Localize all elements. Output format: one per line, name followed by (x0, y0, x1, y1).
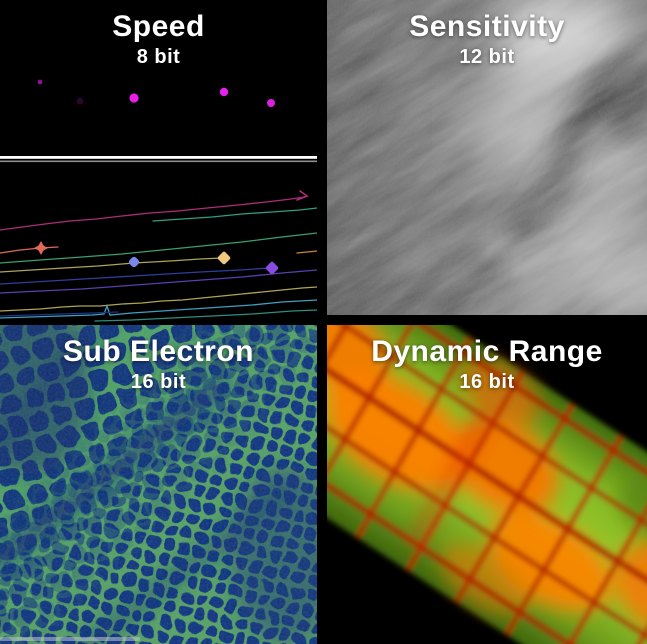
speed-image (0, 0, 317, 322)
panel-dynamic-range: Dynamic Range 16 bit (327, 325, 647, 644)
sensitivity-image (327, 0, 647, 315)
dynamic-range-image (327, 325, 647, 644)
panel-speed: Speed 8 bit (0, 0, 317, 322)
dynamic-range-long-walls (327, 325, 647, 644)
speed-traces (0, 190, 317, 322)
dynamic-range-cross-walls (327, 325, 647, 644)
sub-electron-image (0, 325, 317, 644)
panel-sub-electron: Sub Electron 16 bit (0, 325, 317, 644)
panel-sensitivity: Sensitivity 12 bit (327, 0, 647, 315)
speed-divider (0, 156, 317, 163)
speed-markers (34, 241, 279, 275)
speed-dots (37, 79, 275, 107)
sub-electron-scale-bar (0, 637, 140, 641)
dynamic-range-root (327, 325, 647, 644)
